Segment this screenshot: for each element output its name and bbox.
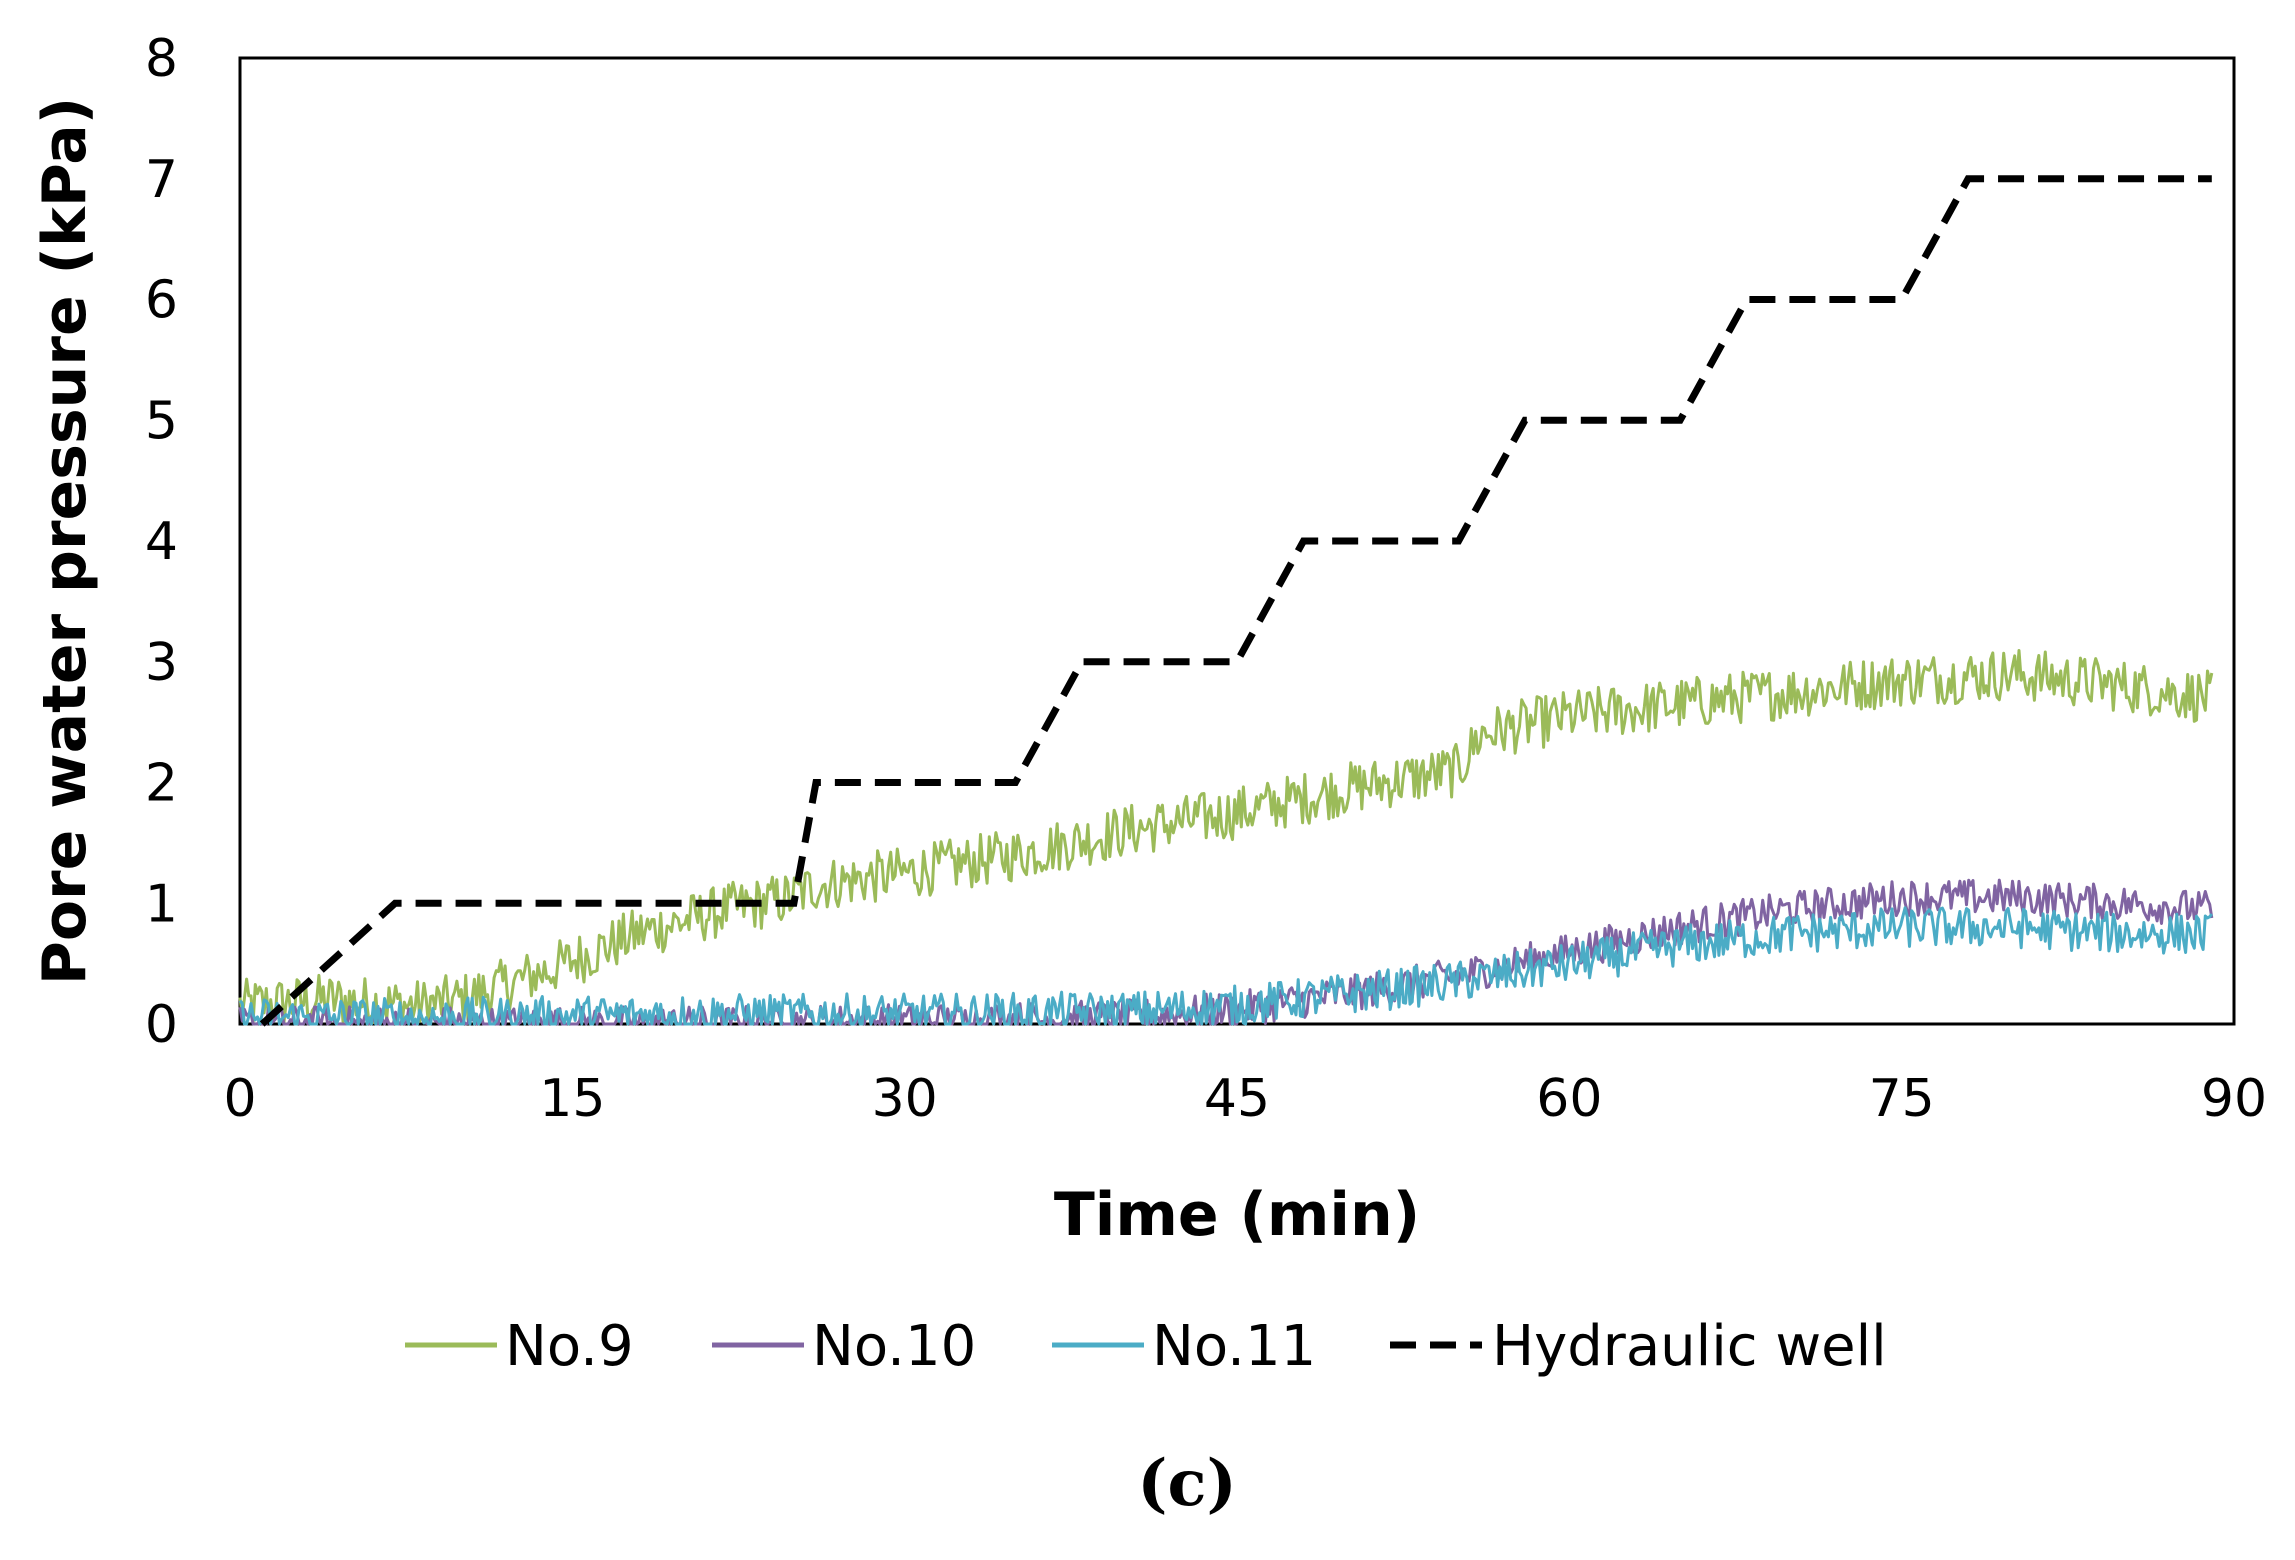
legend-item: No.11 <box>1052 1314 1316 1379</box>
legend-item: Hydraulic well <box>1390 1314 1887 1379</box>
y-tick-label: 3 <box>145 633 178 693</box>
legend: No.9 No.10 No.11 Hydraulic well <box>405 1314 1887 1379</box>
x-tick-label: 30 <box>872 1069 938 1129</box>
y-tick-label: 2 <box>145 754 178 814</box>
legend-item: No.9 <box>405 1314 634 1379</box>
series-line-no-9 <box>238 649 2214 1026</box>
y-tick-label: 7 <box>145 150 178 210</box>
legend-label: No.9 <box>505 1314 634 1379</box>
x-tick-label: 15 <box>539 1069 605 1129</box>
series-line-hydraulic-well <box>259 175 2212 1027</box>
legend-label: No.11 <box>1152 1314 1316 1379</box>
x-tick-label: 45 <box>1204 1069 1270 1129</box>
y-tick-label: 1 <box>145 874 178 934</box>
y-tick-label: 4 <box>145 512 178 572</box>
x-tick-label: 90 <box>2201 1069 2267 1129</box>
legend-item: No.10 <box>712 1314 976 1379</box>
y-tick-label: 0 <box>145 995 178 1055</box>
y-tick-label: 6 <box>145 271 178 331</box>
legend-label: Hydraulic well <box>1492 1314 1887 1379</box>
plot-frame <box>238 56 2236 1026</box>
legend-label: No.10 <box>812 1314 976 1379</box>
series-layer <box>238 175 2214 1027</box>
x-tick-label: 0 <box>223 1069 256 1129</box>
y-tick-label: 8 <box>145 29 178 89</box>
y-tick-label: 5 <box>145 391 178 451</box>
series-line-no-11 <box>238 906 2213 1026</box>
panel-label: (c) <box>1137 1446 1237 1521</box>
x-tick-label: 75 <box>1869 1069 1935 1129</box>
x-tick-label: 60 <box>1536 1069 1602 1129</box>
y-axis-title: Pore water pressure (kPa) <box>30 97 100 985</box>
x-axis-title: Time (min) <box>1054 1180 1420 1250</box>
